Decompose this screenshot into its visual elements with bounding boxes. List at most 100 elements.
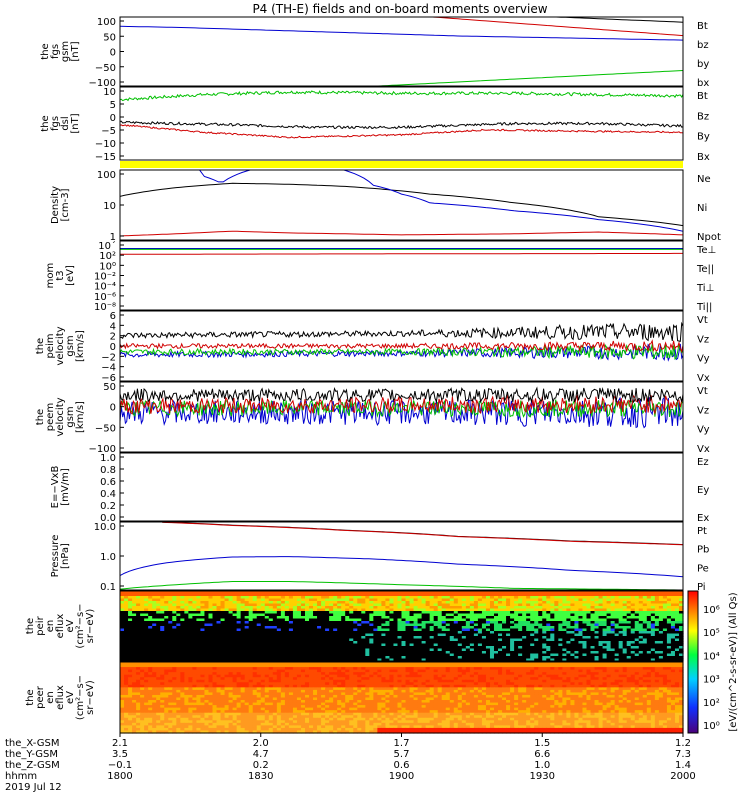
spectrogram-cell	[498, 667, 503, 671]
spectrogram-cell	[598, 636, 604, 640]
spectrogram-cell	[538, 601, 543, 605]
panel-fgs_gsm: the fgs gsm [nT]	[40, 16, 684, 87]
spectrogram-cell	[220, 623, 226, 627]
spectrogram-cell	[280, 593, 286, 597]
spectrogram-cell	[300, 618, 306, 622]
spectrogram-cell	[594, 648, 600, 652]
spectrogram-cell	[140, 613, 145, 617]
spectrogram-cell	[152, 653, 157, 657]
spectrogram-cell	[654, 669, 660, 673]
spectrogram-cell	[204, 653, 210, 657]
spectrogram-cell	[558, 633, 563, 637]
spectrogram-cell	[160, 636, 165, 640]
spectrogram-cell	[244, 672, 250, 676]
spectrogram-cell	[228, 596, 234, 600]
spectrogram-cell	[526, 664, 531, 668]
spectrogram-cell	[224, 633, 230, 637]
spectrogram-cell	[228, 669, 234, 673]
spectrogram-cell	[240, 674, 246, 678]
spectrogram-cell	[345, 651, 350, 655]
spectrogram-cell	[192, 656, 198, 660]
spectrogram-cell	[425, 606, 431, 610]
spectrogram-cell	[425, 669, 431, 673]
spectrogram-cell	[558, 674, 563, 678]
spectrogram-cell	[353, 601, 358, 605]
spectrogram-cell	[437, 618, 443, 622]
spectrogram-cell	[670, 658, 676, 662]
spectrogram-cell	[248, 658, 254, 662]
spectrogram-cell	[389, 658, 395, 662]
spectrogram-cell	[498, 651, 503, 655]
series-Vz	[120, 339, 683, 353]
spectrogram-cell	[300, 633, 306, 637]
spectrogram-cell	[473, 613, 479, 617]
spectrogram-cell	[598, 608, 604, 612]
spectrogram-cell	[144, 669, 149, 673]
spectrogram-cell	[373, 633, 378, 637]
spectrogram-cell	[280, 601, 286, 605]
spectrogram-cell	[365, 664, 370, 668]
spectrogram-cell	[256, 672, 262, 676]
spectrogram-cell	[353, 672, 358, 676]
spectrogram-cell	[642, 662, 648, 666]
spectrogram-cell	[176, 638, 181, 642]
spectrogram-cell	[522, 598, 527, 602]
spectrogram-cell	[634, 631, 640, 635]
spectrogram-cell	[437, 648, 443, 652]
legend-Ez: Ez	[697, 457, 709, 468]
spectrogram-cell	[321, 616, 326, 620]
spectrogram-cell	[397, 611, 403, 615]
spectrogram-cell	[216, 608, 222, 612]
spectrogram-cell	[389, 646, 395, 650]
spectrogram-cell	[654, 601, 660, 605]
spectrogram-cell	[538, 616, 543, 620]
spectrogram-cell	[353, 653, 358, 657]
spectrogram-cell	[393, 648, 399, 652]
spectrogram-cell	[425, 648, 431, 652]
spectrogram-cell	[228, 628, 234, 632]
spectrogram-cell	[365, 626, 370, 630]
spectrogram-cell	[546, 648, 551, 652]
spectrogram-cell	[309, 623, 314, 627]
spectrogram-cell	[473, 662, 479, 666]
spectrogram-cell	[590, 631, 596, 635]
spectrogram-cell	[389, 626, 395, 630]
spectrogram-cell	[674, 623, 680, 627]
ylabel-peim_velocity: the	[35, 338, 46, 354]
spectrogram-cell	[662, 638, 668, 642]
spectrogram-cell	[626, 598, 632, 602]
spectrogram-cell	[120, 628, 125, 632]
spectrogram-cell	[144, 641, 149, 645]
spectrogram-cell	[220, 638, 226, 642]
spectrogram-cell	[200, 613, 206, 617]
spectrogram-cell	[606, 606, 612, 610]
spectrogram-cell	[554, 618, 559, 622]
spectrogram-cell	[136, 643, 141, 647]
legend-Ti⊥: Ti⊥	[696, 283, 714, 294]
spectrogram-cell	[220, 593, 226, 597]
spectrogram-cell	[514, 658, 519, 662]
spectrogram-cell	[485, 638, 491, 642]
spectrogram-cell	[614, 613, 620, 617]
spectrogram-cell	[337, 628, 342, 632]
series-Vz	[120, 394, 683, 416]
spectrogram-cell	[268, 653, 274, 657]
spectrogram-cell	[634, 626, 640, 630]
spectrogram-cell	[630, 626, 636, 630]
spectrogram-cell	[288, 591, 294, 595]
spectrogram-cell	[397, 608, 403, 612]
spectrogram-cell	[357, 616, 362, 620]
spectrogram-cell	[674, 648, 680, 652]
spectrogram-cell	[284, 667, 290, 671]
spectrogram-cell	[618, 633, 624, 637]
spectrogram-cell	[176, 596, 181, 600]
legend-Vx: Vx	[697, 444, 710, 455]
spectrogram-cell	[518, 628, 523, 632]
spectrogram-cell	[666, 628, 672, 632]
spectrogram-cell	[449, 603, 455, 607]
spectrogram-cell	[502, 623, 507, 627]
spectrogram-cell	[626, 616, 632, 620]
spectrogram-cell	[425, 608, 431, 612]
spectrogram-cell	[562, 626, 567, 630]
